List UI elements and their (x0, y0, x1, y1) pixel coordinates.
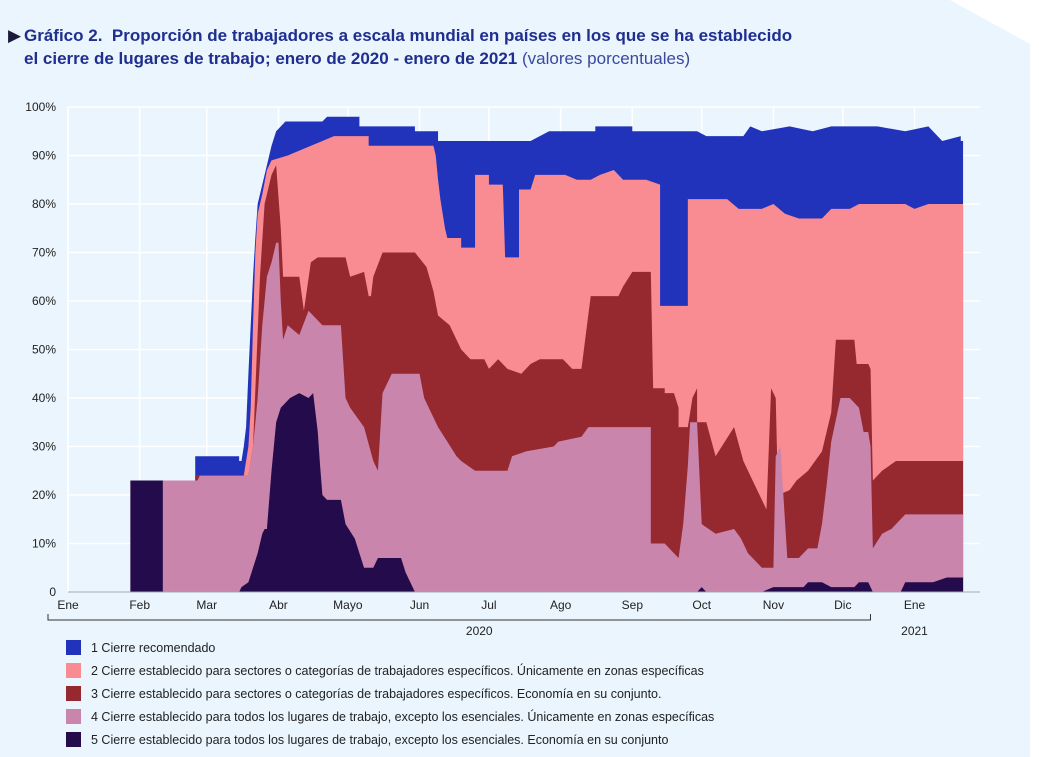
x-tick-label: Jul (481, 598, 496, 612)
y-tick-label: 60% (32, 294, 56, 308)
year-bracket (47, 614, 871, 621)
legend-swatch (66, 732, 81, 747)
legend-swatch (66, 686, 81, 701)
y-tick-label: 0 (49, 585, 56, 599)
y-tick-label: 100% (25, 100, 56, 114)
legend-item: 1 Cierre recomendado (66, 636, 714, 659)
y-tick-label: 90% (32, 149, 56, 163)
title-text-line-2: el cierre de lugares de trabajo; enero d… (24, 49, 518, 68)
x-tick-label: Nov (763, 598, 784, 612)
title-line-1: ▶ Gráfico 2. Proporción de trabajadores a… (8, 24, 908, 47)
x-tick-label: Mayo (333, 598, 363, 612)
y-tick-label: 30% (32, 440, 56, 454)
legend-label: 3 Cierre establecido para sectores o cat… (91, 686, 662, 701)
x-tick-label: Feb (129, 598, 150, 612)
legend-label: 4 Cierre establecido para todos los luga… (91, 709, 715, 724)
corner-fold (950, 0, 1030, 44)
legend-label: 5 Cierre establecido para todos los luga… (91, 732, 669, 747)
legend-label: 1 Cierre recomendado (91, 640, 216, 655)
year-label-2020: 2020 (466, 624, 493, 638)
y-tick-label: 70% (32, 246, 56, 260)
title-prefix: Gráfico 2. (24, 26, 103, 45)
chart-legend: 1 Cierre recomendado 2 Cierre establecido… (66, 636, 714, 751)
title-line-2: el cierre de lugares de trabajo; enero d… (8, 47, 908, 70)
y-tick-label: 80% (32, 197, 56, 211)
legend-label: 2 Cierre establecido para sectores o cat… (91, 663, 704, 678)
x-tick-label: Dic (834, 598, 851, 612)
x-tick-label: Ene (904, 598, 926, 612)
y-tick-label: 50% (32, 343, 56, 357)
legend-item: 3 Cierre establecido para sectores o cat… (66, 682, 714, 705)
legend-item: 4 Cierre establecido para todos los luga… (66, 705, 714, 728)
legend-swatch (66, 663, 81, 678)
x-tick-label: Oct (692, 598, 711, 612)
x-tick-label: Ago (550, 598, 572, 612)
x-tick-label: Abr (269, 598, 288, 612)
x-tick-label: Jun (410, 598, 429, 612)
chart-title: ▶ Gráfico 2. Proporción de trabajadores a… (8, 24, 908, 70)
year-label-2021: 2021 (901, 624, 928, 638)
y-tick-label: 40% (32, 391, 56, 405)
x-tick-label: Mar (196, 598, 217, 612)
legend-swatch (66, 709, 81, 724)
title-units: (valores porcentuales) (521, 49, 691, 68)
triangle-bullet-icon: ▶ (8, 26, 22, 45)
x-tick-label: Sep (622, 598, 644, 612)
title-text-line-1: Proporción de trabajadores a escala mund… (111, 26, 793, 45)
legend-swatch (66, 640, 81, 655)
area-chart: 0 10% 20% 30% 40% 50% 60% 70% 80% 90% 100% Ene Feb Ma… (25, 100, 980, 638)
legend-item: 2 Cierre establecido para sectores o cat… (66, 659, 714, 682)
x-tick-label: Ene (57, 598, 79, 612)
y-tick-label: 10% (32, 537, 56, 551)
area-series-5 (68, 393, 964, 592)
y-tick-label: 20% (32, 488, 56, 502)
legend-item: 5 Cierre establecido para todos los luga… (66, 728, 714, 751)
